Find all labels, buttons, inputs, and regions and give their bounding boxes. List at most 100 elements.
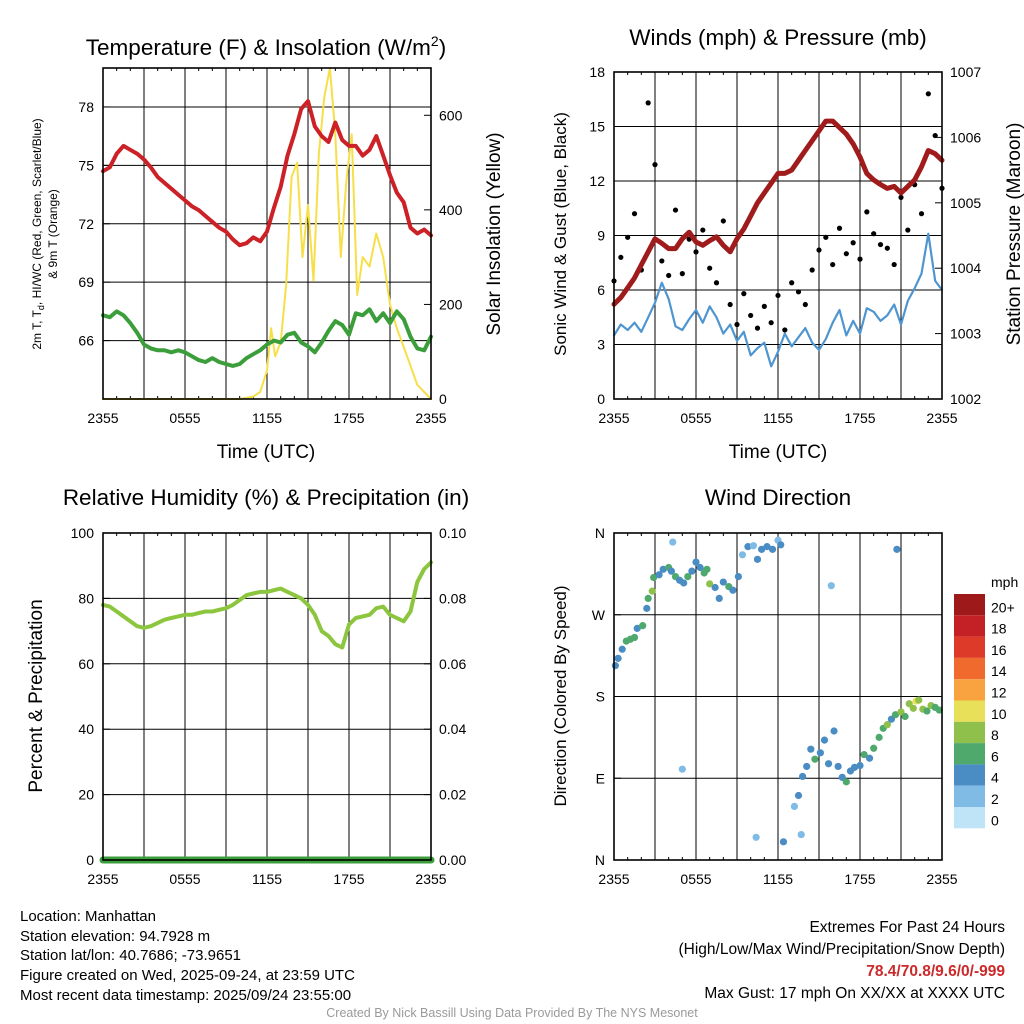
temp-xtick-label: 2355 [415,410,446,426]
gust-point [618,254,624,260]
wind-ytick-label: 12 [589,173,605,189]
wind-direction-point [923,707,931,715]
wind-direction-point [696,563,704,572]
wind-direction-point [669,538,677,546]
credit-line: Created By Nick Bassill Using Data Provi… [326,1006,698,1020]
colorbar-label: 16 [991,642,1007,658]
pres-y2tick-label: 1002 [950,391,981,407]
colorbar-swatch [954,764,985,786]
temp-ytick-label: 78 [78,99,94,115]
temp-ytick-label: 75 [78,157,94,173]
station-location: Location: Manhattan [20,908,156,925]
winds-title: Winds (mph) & Pressure (mb) [629,25,927,50]
gust-point [864,209,870,215]
wdir-xtick-label: 1755 [844,871,875,887]
wind-direction-point [684,573,692,581]
wind-direction-point [807,745,815,753]
insol-y2tick-label: 400 [439,202,463,218]
rh-xtick-label: 1755 [333,871,364,887]
figure-created: Figure created on Wed, 2025-09-24, at 23… [20,967,355,985]
wind-direction-point [827,582,835,590]
gust-point [830,261,836,268]
wdir-ytick-label: N [595,852,605,868]
gust-point [631,211,638,217]
gust-point [823,234,829,240]
colorbar-label: 14 [991,663,1007,679]
temperature-ylabel-b: , HI/WC (Red, Green, Scarlet/Blue) [30,118,44,305]
wind-ytick-label: 0 [597,391,605,407]
wind-direction-point [711,583,719,592]
rh-ytick-label: 40 [78,721,94,737]
colorbar-swatch [954,657,985,680]
gust-point [857,256,863,262]
gust-point [625,234,631,240]
wind-direction-point [824,760,833,768]
wind-direction-point [909,704,917,712]
wind-direction-point [614,654,622,662]
rh-ytick-label: 20 [78,787,94,803]
colorbar-swatch [954,594,985,616]
colorbar-label: 2 [991,791,999,807]
temp-frame [102,67,432,400]
temperature-xlabel: Time (UTC) [217,442,316,463]
precip-y2tick-label: 0.02 [439,787,466,803]
colorbar-swatch [954,615,985,637]
gust-point [645,100,651,106]
gust-point [925,91,931,97]
temperature-panel: Temperature (F) & Insolation (W/m2) 2355… [30,33,505,463]
gust-point [741,291,747,297]
wind-direction-point [706,580,714,588]
temp-xtick-label: 1155 [252,410,282,426]
wind-ytick-label: 3 [597,337,605,353]
wind-direction-point [643,604,651,612]
wind-direction-point [893,545,901,553]
wind-direction-point [729,586,737,594]
wind-direction-point [680,579,688,587]
wdir-ytick-label: S [596,689,605,705]
gust-point [884,245,890,251]
wind-direction-point [870,744,878,752]
gust-point [795,289,802,295]
colorbar-swatch [954,679,985,701]
colorbar-label: 0 [991,812,999,828]
colorbar-label: 20+ [991,599,1015,615]
wind-direction-point [891,711,900,719]
wind-xtick-label: 1155 [763,410,793,426]
wind-ytick-label: 6 [597,282,605,298]
humidity-title: Relative Humidity (%) & Precipitation (i… [63,485,469,510]
precip-y2tick-label: 0.08 [439,590,466,606]
rh-frame [102,532,432,861]
wind-direction-point [856,761,864,770]
pres-y2tick-label: 1007 [950,64,981,80]
colorbar-label: 4 [991,770,999,786]
insol-y2tick-label: 600 [439,107,463,123]
colorbar-label: 18 [991,621,1007,637]
colorbar-label: 12 [991,685,1007,701]
wind-xtick-label: 0555 [680,410,711,426]
humidity-ylabel: Percent & Precipitation [26,599,47,792]
colorbar-swatch [954,700,985,722]
wind-direction-point [753,555,762,563]
wdir-xtick-label: 0555 [680,871,711,887]
rh-ytick-label: 0 [86,852,94,868]
precip-y2tick-label: 0.00 [439,852,466,868]
gust-point [905,227,911,233]
humidity-line [101,560,433,650]
wind-direction-point [777,541,785,549]
gust-point [754,325,761,331]
wind-direction-point [650,573,658,582]
colorbar-title: mph [991,574,1018,590]
temperature-ylabel-line2: & 9m T (Orange) [46,189,60,279]
station-info: Location: Manhattan Station elevation: 9… [20,907,355,1006]
wdir-ytick-label: E [596,770,605,786]
wind-direction-point [667,567,676,575]
wdir-xtick-label: 2355 [598,871,629,887]
wind-direction-point [688,567,696,575]
gust-point [693,249,699,255]
gust-point [782,327,788,333]
gust-point [877,241,884,248]
wind-direction-point [820,736,829,744]
temperature-ylabel: 2m T, Td, HI/WC (Red, Green, Scarlet/Blu… [30,118,46,349]
wind-direction-point [797,830,805,839]
colorbar-swatch [954,636,985,658]
